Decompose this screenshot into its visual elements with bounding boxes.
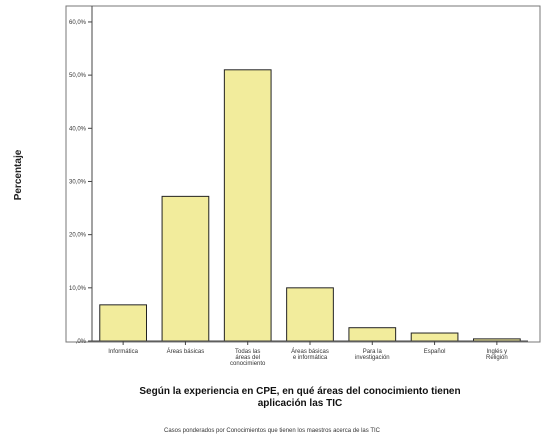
x-axis-title-line-1: Según la experiencia en CPE, en qué área…	[139, 386, 460, 397]
bar	[410, 332, 459, 342]
x-tick-label: Áreas básicas	[291, 348, 329, 355]
x-tick-label: Religión	[486, 355, 508, 361]
y-axis-title: Percentaje	[13, 149, 24, 200]
x-axis-title-line-2: aplicación las TIC	[258, 398, 342, 409]
y-tick-label: 10,0%	[69, 286, 87, 292]
y-tick-label: 30,0%	[69, 179, 87, 185]
bar	[161, 195, 210, 342]
y-tick-label: 40,0%	[69, 126, 87, 132]
x-tick-label: investigación	[355, 355, 390, 361]
bar	[286, 287, 334, 342]
x-tick-label: conocimiento	[230, 361, 266, 367]
y-axis: ,0% 10,0% 20,0% 30,0% 40,0% 50,0% 60,0%	[69, 6, 93, 345]
y-tick-label: ,0%	[76, 339, 87, 345]
x-tick-label: Áreas básicas	[167, 348, 205, 355]
x-tick-label: Español	[424, 349, 446, 355]
footnote: Casos ponderados por Conocimientos que t…	[164, 428, 381, 434]
bar	[99, 304, 147, 342]
y-tick-label: 60,0%	[69, 20, 87, 26]
y-tick-label: 20,0%	[69, 233, 87, 239]
x-tick-label: Para la	[363, 349, 383, 355]
x-tick-label: Inglés y	[487, 349, 508, 355]
bar	[348, 327, 397, 342]
x-tick-label: e informática	[293, 355, 328, 361]
x-tick-label: Informática	[108, 349, 138, 355]
plot-frame	[65, 5, 541, 343]
bars	[99, 69, 521, 342]
y-tick-label: 50,0%	[69, 73, 87, 79]
x-tick-label: áreas del	[235, 355, 260, 361]
x-tick-label: Todas las	[235, 349, 260, 355]
bar	[223, 69, 272, 342]
